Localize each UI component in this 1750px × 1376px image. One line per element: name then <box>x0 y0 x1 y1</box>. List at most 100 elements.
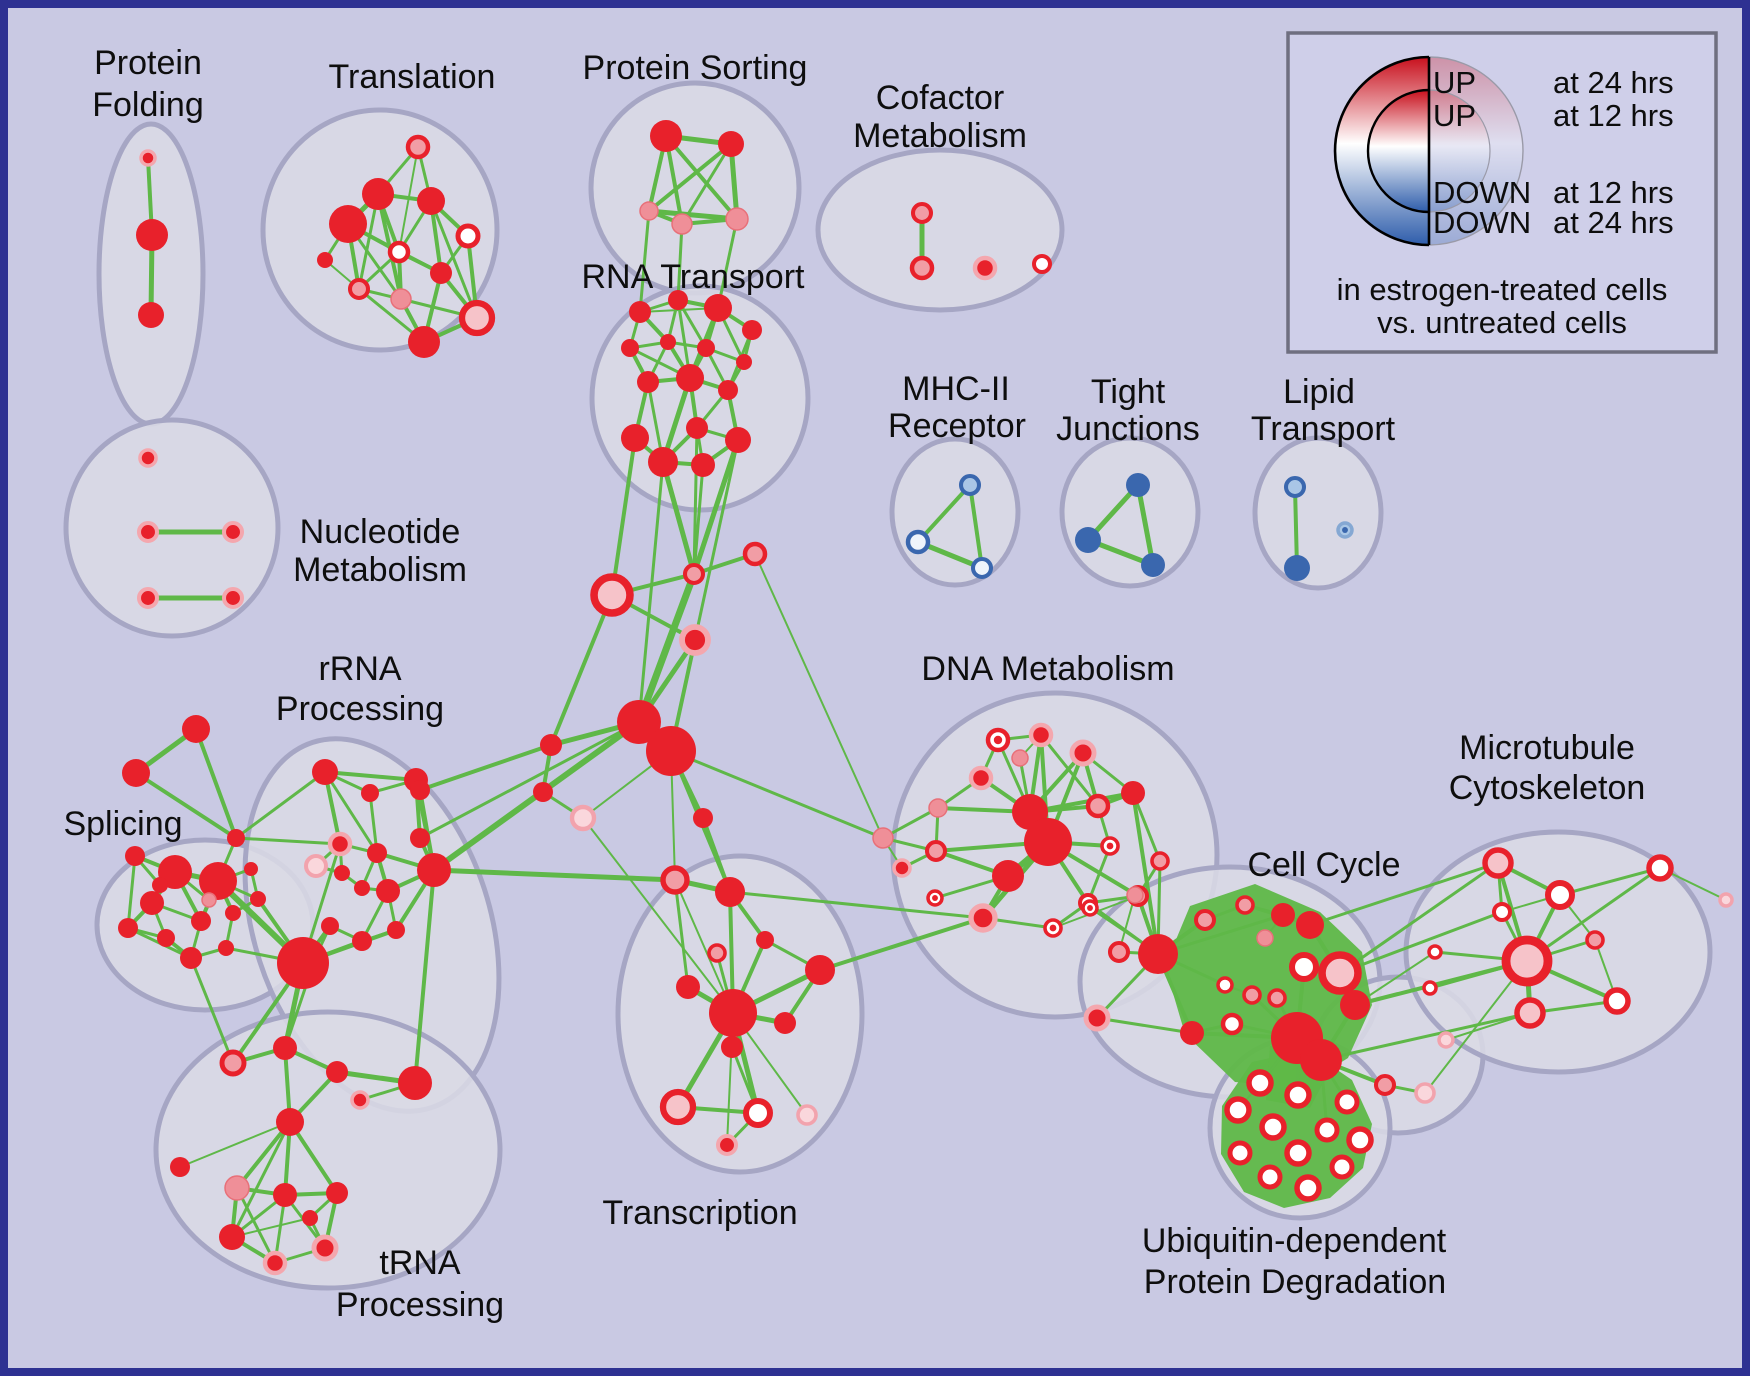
edge <box>647 142 733 213</box>
edge <box>235 1186 277 1265</box>
node-pr <box>1585 930 1605 950</box>
node-r <box>417 853 451 887</box>
node-PR <box>659 1088 697 1126</box>
edge <box>968 483 984 570</box>
node-rp <box>350 1090 370 1110</box>
edge <box>660 459 697 577</box>
node-r <box>182 715 210 743</box>
edge <box>357 192 380 291</box>
node-wr <box>455 223 481 249</box>
node-r <box>1138 934 1178 974</box>
edge <box>1338 910 1504 975</box>
node-dot <box>993 735 1003 745</box>
node-r <box>704 294 732 322</box>
node-dot <box>1106 842 1114 850</box>
node-r <box>1296 911 1324 939</box>
node-wr <box>1603 987 1631 1015</box>
edge <box>1354 951 1436 1006</box>
edge <box>234 770 327 840</box>
edge <box>638 209 651 314</box>
node-r <box>1024 818 1072 866</box>
node-r <box>410 780 430 800</box>
legend-time-0: at 24 hrs <box>1553 65 1674 100</box>
edge <box>429 199 479 320</box>
edge <box>413 868 436 1085</box>
edge <box>323 770 379 855</box>
node-p <box>224 1175 250 1201</box>
legend-time-3: at 24 hrs <box>1553 205 1674 240</box>
cluster-ellipse-nucleotide-metabolism <box>63 417 281 639</box>
cluster-label-ubiquitin-degradation-0: Ubiquitin-dependent <box>1142 1222 1447 1260</box>
edge <box>235 1120 292 1190</box>
node-wr <box>1257 1164 1283 1190</box>
node-pale <box>1414 1082 1436 1104</box>
node-dot <box>1087 905 1093 911</box>
cluster-ellipse-lipid-transport <box>1252 435 1384 591</box>
node-rp <box>221 586 245 610</box>
legend-caption-0: in estrogen-treated cells <box>1337 272 1668 307</box>
edge <box>692 426 699 576</box>
node-r <box>709 989 757 1037</box>
edge <box>674 879 734 1014</box>
node-dot <box>1049 924 1057 932</box>
cluster-label-protein-folding-1: Folding <box>92 86 204 124</box>
edge <box>582 817 734 1014</box>
node-rp <box>972 255 998 281</box>
node-r <box>410 828 430 848</box>
node-r <box>118 918 138 938</box>
node-r <box>650 120 682 152</box>
node-pr <box>1085 793 1111 819</box>
cluster-ellipse-tight-junctions <box>1059 435 1201 589</box>
node-r <box>805 955 835 985</box>
node-r <box>387 921 405 939</box>
legend-direction-0: UP <box>1433 65 1476 100</box>
node-r <box>136 219 168 251</box>
legend-time-2: at 12 hrs <box>1553 175 1674 210</box>
edge <box>234 836 342 846</box>
node-wr <box>1545 880 1575 910</box>
node-r <box>138 302 164 328</box>
cluster-label-tight-junctions-0: Tight <box>1091 373 1166 411</box>
cluster-label-trna-processing-0: tRNA <box>379 1244 461 1282</box>
node-p <box>639 201 659 221</box>
edge <box>669 749 885 840</box>
cluster-label-lipid-transport-0: Lipid <box>1283 373 1355 411</box>
edge <box>189 956 235 1065</box>
node-r <box>312 759 338 785</box>
node-r <box>1180 1021 1204 1045</box>
node-r <box>302 1210 318 1226</box>
node-r <box>676 364 704 392</box>
node-r <box>742 320 762 340</box>
node-r <box>376 879 400 903</box>
cluster-label-mhc-ii-receptor-0: MHC-II <box>902 370 1010 408</box>
cluster-label-dna-metabolism-0: DNA Metabolism <box>921 650 1174 688</box>
node-r <box>629 301 651 323</box>
node-PR <box>1514 997 1546 1029</box>
node-r <box>992 860 1024 892</box>
node-p <box>1126 886 1144 904</box>
cluster-label-ubiquitin-degradation-1: Protein Degradation <box>1144 1263 1446 1301</box>
edge <box>1156 913 1285 956</box>
node-pr <box>405 134 431 160</box>
node-r <box>334 865 350 881</box>
edge <box>134 771 238 840</box>
node-r <box>430 262 452 284</box>
edge <box>1308 861 1500 927</box>
node-wr <box>1427 944 1443 960</box>
node-pr <box>682 562 706 586</box>
node-r <box>686 417 708 439</box>
node-wr <box>1329 1154 1355 1180</box>
node-wr <box>1284 1081 1312 1109</box>
node-r <box>219 1224 245 1250</box>
edge <box>1558 866 1662 897</box>
node-lb <box>958 473 982 497</box>
node-r <box>646 726 696 776</box>
node-r <box>273 1183 297 1207</box>
cluster-label-protein-folding-0: Protein <box>94 44 202 82</box>
node-wr <box>1294 1174 1322 1202</box>
node-r <box>621 339 639 357</box>
cluster-label-splicing-0: Splicing <box>63 805 182 843</box>
